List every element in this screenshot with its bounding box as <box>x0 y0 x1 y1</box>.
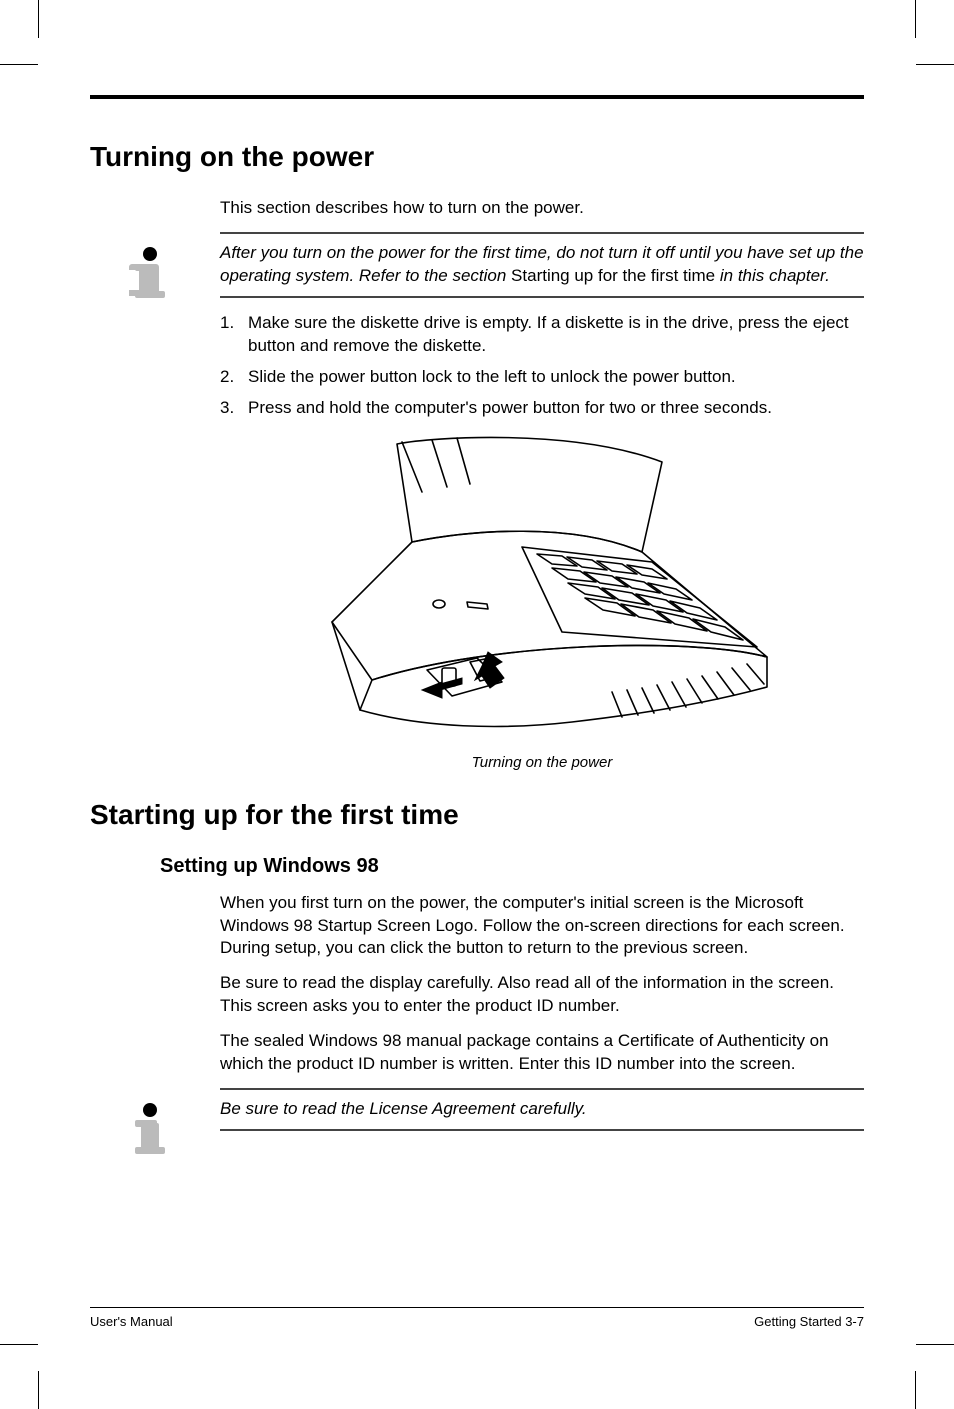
note-2-text: Be sure to read the License Agreement ca… <box>220 1098 864 1121</box>
footer-right: Getting Started 3-7 <box>754 1314 864 1329</box>
steps-list: Make sure the diskette drive is empty. I… <box>220 312 864 420</box>
intro-text: This section describes how to turn on th… <box>220 197 864 220</box>
note-upright: Starting up for the first time <box>511 266 715 285</box>
footer-left: User's Manual <box>90 1314 173 1329</box>
top-rule <box>90 95 864 99</box>
note-block: After you turn on the power for the firs… <box>90 232 864 298</box>
note-block-2: Be sure to read the License Agreement ca… <box>90 1088 864 1131</box>
note-rule <box>220 1088 864 1090</box>
note-italic-b: in this chapter. <box>715 266 830 285</box>
step-item: Slide the power button lock to the left … <box>220 366 864 389</box>
para3-b: screen. <box>740 1054 796 1073</box>
para3-a: The sealed Windows 98 manual package con… <box>220 1031 829 1073</box>
para-3: The sealed Windows 98 manual package con… <box>220 1030 864 1076</box>
figure-laptop <box>220 432 864 742</box>
heading-starting-up: Starting up for the first time <box>90 799 864 831</box>
para1-b: button to return to the previous screen. <box>456 938 748 957</box>
step-item: Press and hold the computer's power butt… <box>220 397 864 420</box>
note-rule <box>220 296 864 298</box>
figure-caption: Turning on the power <box>220 754 864 771</box>
note-rule <box>220 1129 864 1131</box>
info-icon <box>120 1098 180 1158</box>
note-rule <box>220 232 864 234</box>
page: Turning on the power This section descri… <box>0 0 954 1409</box>
footer-rule <box>90 1307 864 1308</box>
heading-turning-on-power: Turning on the power <box>90 141 864 173</box>
para2-a: Be sure to read the <box>220 973 369 992</box>
para2-b: display carefully. Also read all of the … <box>369 973 778 992</box>
step-item: Make sure the diskette drive is empty. I… <box>220 312 864 358</box>
info-icon <box>120 242 180 302</box>
para-2: Be sure to read the display carefully. A… <box>220 972 864 1018</box>
para-1: When you first turn on the power, the co… <box>220 892 864 961</box>
note-text: After you turn on the power for the firs… <box>220 242 864 288</box>
heading-setting-up-w98: Setting up Windows 98 <box>160 855 864 878</box>
footer: User's Manual Getting Started 3-7 <box>90 1307 864 1329</box>
